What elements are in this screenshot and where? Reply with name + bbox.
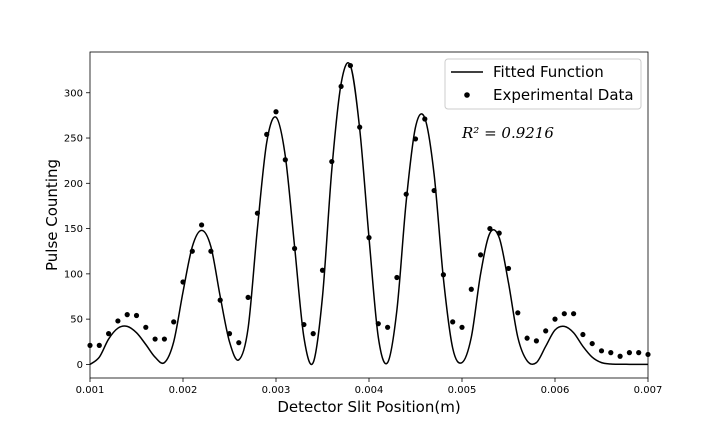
data-point (598, 348, 605, 354)
data-point (375, 321, 381, 327)
data-point (226, 331, 233, 337)
data-point (171, 319, 177, 325)
data-point (394, 274, 400, 281)
data-point (440, 272, 446, 278)
data-point (189, 248, 195, 254)
data-point (617, 353, 623, 359)
data-point (543, 328, 549, 334)
data-point (533, 338, 540, 344)
y-axis-label: Pulse Counting (43, 159, 61, 271)
x-axis-ticks: 0.001 0.002 0.003 0.004 0.005 0.006 0.007 (76, 378, 663, 396)
data-point (180, 279, 186, 285)
data-point (580, 331, 586, 338)
x-tick-label: 0.006 (541, 385, 570, 396)
x-tick-label: 0.001 (76, 385, 105, 396)
y-tick-label: 0 (77, 360, 83, 371)
y-tick-label: 100 (64, 269, 83, 280)
data-point (561, 311, 567, 317)
data-point (459, 324, 465, 330)
y-tick-label: 250 (64, 134, 83, 145)
data-point (422, 116, 428, 122)
data-point (505, 265, 512, 272)
data-point (608, 350, 614, 356)
y-tick-label: 300 (64, 88, 83, 99)
data-point (571, 311, 577, 317)
data-point (450, 319, 456, 325)
data-point (106, 331, 112, 337)
data-point (245, 294, 251, 301)
data-point (217, 297, 223, 303)
y-axis-ticks: 0 50 100 150 200 250 300 (64, 88, 90, 371)
data-point (208, 248, 214, 254)
legend: Fitted Function Experimental Data (444, 58, 642, 110)
data-point (496, 230, 502, 236)
data-point (468, 286, 474, 292)
legend-dot-swatch (464, 92, 470, 98)
data-point (273, 109, 279, 115)
r-squared-annotation: R² = 0.9216 (461, 124, 554, 142)
data-point (161, 336, 167, 342)
data-point (626, 350, 633, 356)
data-point (385, 324, 391, 330)
data-point (515, 310, 521, 316)
data-point (366, 235, 372, 241)
y-tick-label: 200 (64, 179, 83, 190)
x-tick-label: 0.007 (634, 385, 663, 396)
data-point (478, 252, 484, 258)
fitted-function-line (89, 62, 649, 366)
data-point (431, 187, 437, 194)
data-point (319, 267, 326, 273)
data-point (403, 191, 409, 197)
points-layer (87, 62, 651, 359)
x-tick-label: 0.004 (355, 385, 384, 396)
data-point (292, 245, 298, 252)
data-point (589, 340, 595, 347)
data-point (338, 83, 344, 90)
data-point (310, 331, 316, 337)
legend-box (444, 58, 642, 110)
data-point (487, 225, 493, 232)
data-point (524, 335, 530, 341)
data-point (236, 340, 242, 346)
data-point (115, 318, 121, 324)
data-point (636, 350, 642, 356)
legend-label-fitted: Fitted Function (493, 63, 604, 81)
data-point (282, 157, 288, 163)
y-tick-label: 50 (70, 315, 83, 326)
data-point (199, 222, 205, 228)
x-tick-label: 0.003 (262, 385, 291, 396)
data-point (96, 342, 102, 348)
x-axis-label: Detector Slit Position(m) (277, 398, 460, 416)
curve-layer (89, 62, 649, 366)
data-point (254, 210, 260, 216)
data-point (552, 316, 558, 322)
data-point (347, 62, 353, 69)
x-tick-label: 0.005 (448, 385, 477, 396)
data-point (264, 131, 270, 138)
data-point (329, 158, 335, 165)
data-point (412, 136, 419, 142)
legend-label-experimental: Experimental Data (493, 86, 634, 104)
data-point (124, 312, 130, 318)
data-point (133, 312, 140, 319)
data-point (143, 324, 149, 330)
x-tick-label: 0.002 (169, 385, 198, 396)
y-tick-label: 150 (64, 224, 83, 235)
data-point (357, 124, 363, 130)
data-point (152, 336, 158, 342)
data-point (301, 321, 307, 328)
